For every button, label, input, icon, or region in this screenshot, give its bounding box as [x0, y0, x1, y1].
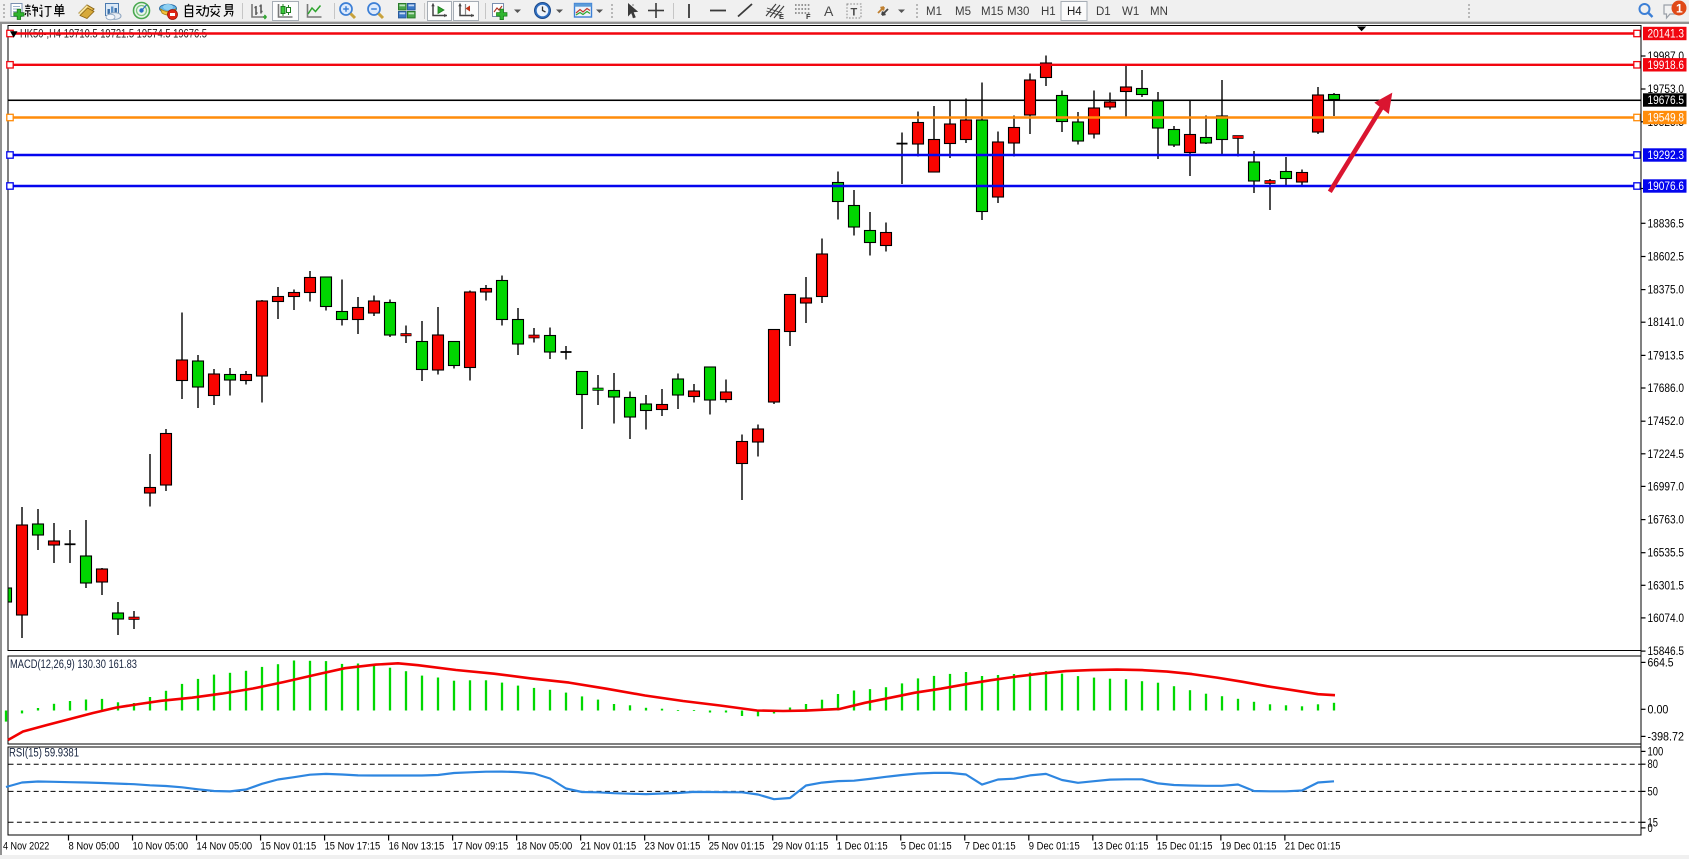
svg-text:19 Dec 01:15: 19 Dec 01:15 — [1221, 841, 1277, 853]
svg-text:-398.72: -398.72 — [1648, 731, 1685, 743]
svg-text:MACD(12,26,9) 130.30 161.83: MACD(12,26,9) 130.30 161.83 — [10, 659, 137, 671]
svg-text:15 Dec 01:15: 15 Dec 01:15 — [1157, 841, 1213, 853]
svg-text:18836.5: 18836.5 — [1648, 218, 1685, 230]
svg-text:100: 100 — [1648, 746, 1664, 758]
svg-text:7 Dec 01:15: 7 Dec 01:15 — [965, 841, 1016, 853]
svg-text:16074.0: 16074.0 — [1648, 613, 1685, 625]
svg-text:16997.0: 16997.0 — [1648, 481, 1685, 493]
svg-text:13 Dec 01:15: 13 Dec 01:15 — [1093, 841, 1149, 853]
svg-text:17 Nov 09:15: 17 Nov 09:15 — [453, 841, 509, 853]
svg-text:10 Nov 05:00: 10 Nov 05:00 — [133, 841, 189, 853]
svg-text:19918.6: 19918.6 — [1648, 60, 1685, 72]
svg-text:18375.0: 18375.0 — [1648, 285, 1685, 297]
svg-text:D1: D1 — [1096, 6, 1111, 18]
svg-text:19549.8: 19549.8 — [1648, 113, 1685, 125]
svg-text:17452.0: 17452.0 — [1648, 416, 1685, 428]
svg-text:8 Nov 05:00: 8 Nov 05:00 — [69, 841, 120, 853]
svg-text:25 Nov 01:15: 25 Nov 01:15 — [709, 841, 765, 853]
svg-text:T: T — [851, 7, 858, 19]
svg-text:0.00: 0.00 — [1648, 704, 1669, 716]
svg-text:17913.5: 17913.5 — [1648, 350, 1685, 362]
svg-text:H1: H1 — [1041, 6, 1056, 18]
svg-text:RSI(15) 59.9381: RSI(15) 59.9381 — [9, 748, 79, 760]
svg-text:9 Dec 01:15: 9 Dec 01:15 — [1029, 841, 1080, 853]
svg-text:50: 50 — [1648, 786, 1658, 798]
svg-text:19076.6: 19076.6 — [1648, 181, 1685, 193]
svg-text:4 Nov 2022: 4 Nov 2022 — [3, 841, 49, 853]
svg-text:A: A — [824, 3, 834, 19]
svg-text:W1: W1 — [1122, 6, 1139, 18]
svg-text:17686.0: 17686.0 — [1648, 383, 1685, 395]
svg-text:F: F — [806, 12, 811, 21]
svg-text:23 Nov 01:15: 23 Nov 01:15 — [645, 841, 701, 853]
svg-text:M15: M15 — [981, 6, 1003, 18]
svg-text:15 Nov 17:15: 15 Nov 17:15 — [325, 841, 381, 853]
svg-text:M1: M1 — [926, 6, 942, 18]
svg-text:0: 0 — [1648, 823, 1653, 835]
svg-text:15: 15 — [1648, 817, 1658, 829]
svg-text:M30: M30 — [1007, 6, 1029, 18]
svg-text:80: 80 — [1648, 759, 1658, 771]
svg-text:15846.5: 15846.5 — [1648, 646, 1685, 658]
svg-text:5 Dec 01:15: 5 Dec 01:15 — [901, 841, 952, 853]
svg-text:16535.5: 16535.5 — [1648, 548, 1685, 560]
svg-text:18602.5: 18602.5 — [1648, 252, 1685, 264]
svg-text:1: 1 — [1676, 2, 1683, 16]
svg-text:19292.3: 19292.3 — [1648, 150, 1685, 162]
svg-text:M5: M5 — [955, 6, 971, 18]
svg-text:14 Nov 05:00: 14 Nov 05:00 — [197, 841, 253, 853]
svg-text:21 Nov 01:15: 21 Nov 01:15 — [581, 841, 637, 853]
svg-text:16301.5: 16301.5 — [1648, 580, 1685, 592]
svg-text:17224.5: 17224.5 — [1648, 449, 1685, 461]
svg-text:19753.0: 19753.0 — [1648, 84, 1685, 96]
svg-text:E: E — [779, 12, 784, 21]
svg-text:18 Nov 05:00: 18 Nov 05:00 — [517, 841, 573, 853]
svg-text:664.5: 664.5 — [1648, 657, 1674, 669]
svg-text:1 Dec 01:15: 1 Dec 01:15 — [837, 841, 888, 853]
svg-text:16 Nov 13:15: 16 Nov 13:15 — [389, 841, 445, 853]
svg-text:15 Nov 01:15: 15 Nov 01:15 — [261, 841, 317, 853]
svg-text:16763.0: 16763.0 — [1648, 515, 1685, 527]
svg-text:29 Nov 01:15: 29 Nov 01:15 — [773, 841, 829, 853]
svg-text:21 Dec 01:15: 21 Dec 01:15 — [1285, 841, 1341, 853]
svg-text:19676.5: 19676.5 — [1648, 95, 1685, 107]
svg-text:MN: MN — [1150, 6, 1168, 18]
svg-text:20141.3: 20141.3 — [1648, 29, 1685, 41]
svg-text:H4: H4 — [1067, 6, 1082, 18]
svg-text:18141.0: 18141.0 — [1648, 317, 1685, 329]
